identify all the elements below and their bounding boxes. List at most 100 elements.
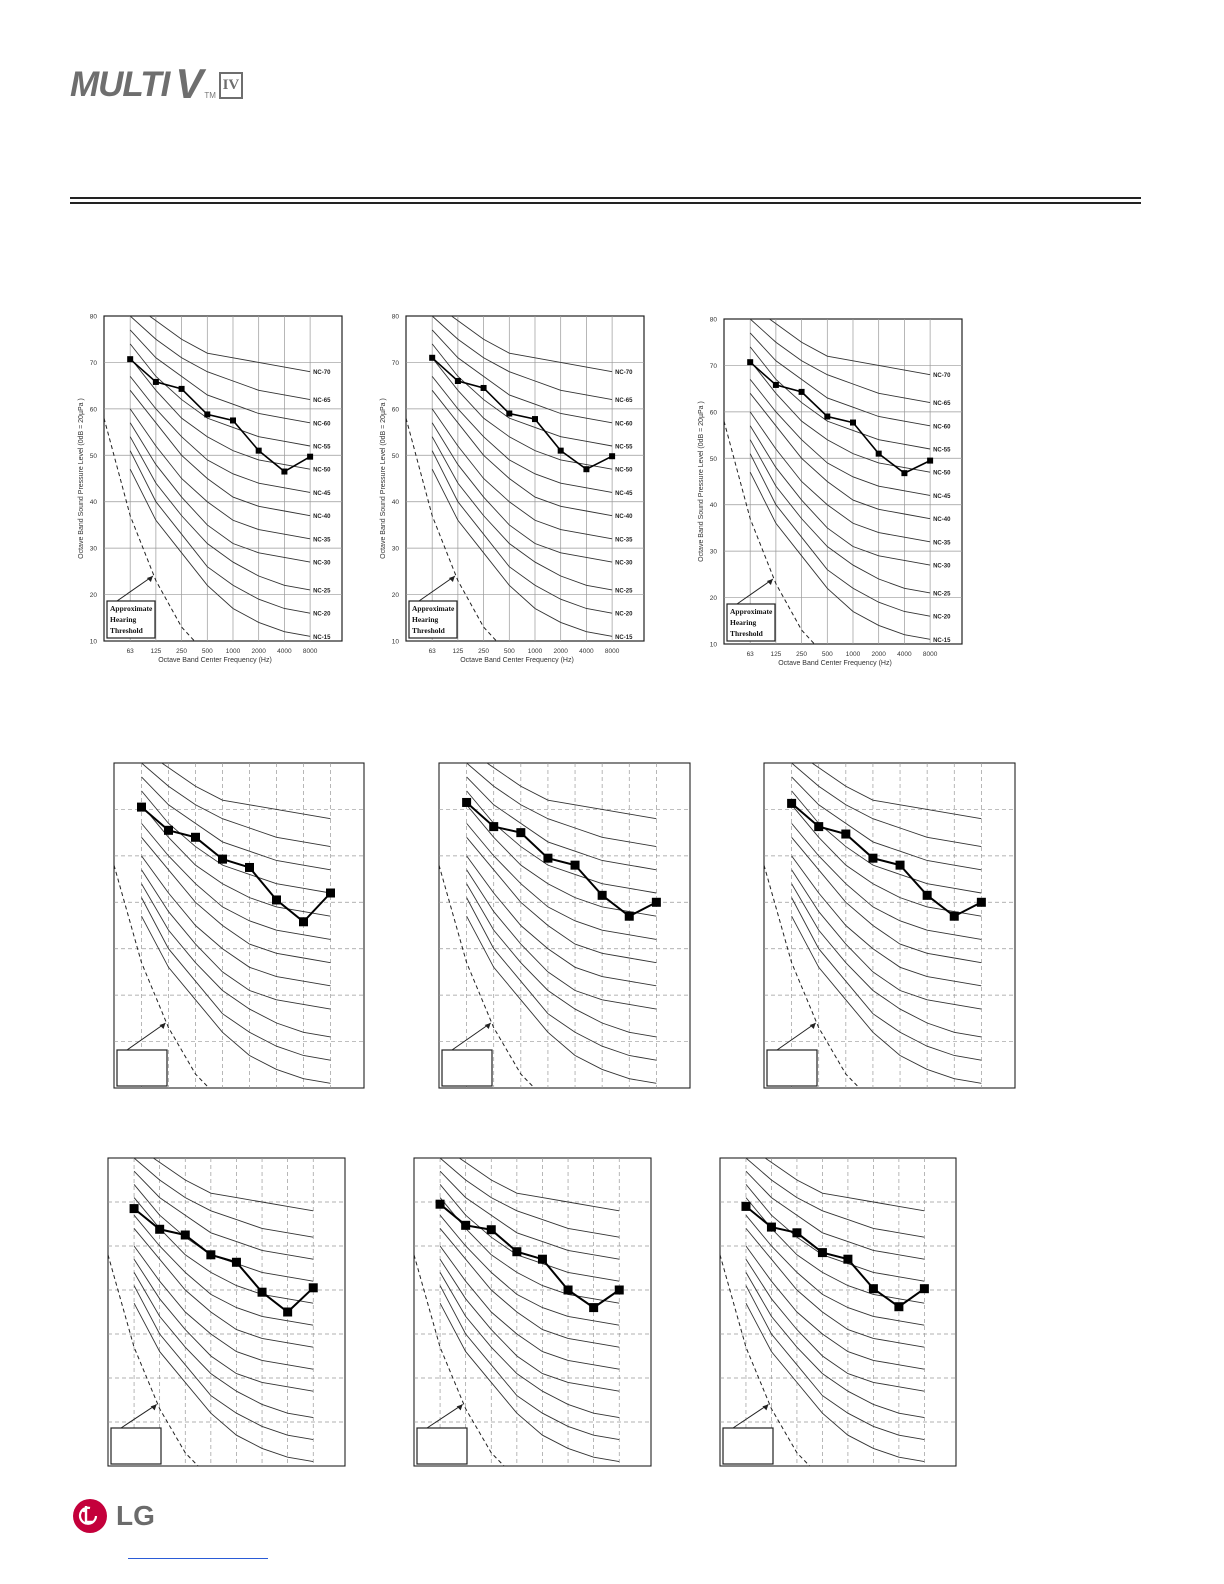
nc-curve-label: NC-50 [313,468,331,474]
data-point-marker [307,453,314,460]
multi-v-logo: MULTI V TM IV [70,62,243,105]
nc-curve-40 [749,393,931,520]
nc-chart-3: Approximate Hearing Threshold 10 20 30 40 50 60 7… [698,317,963,667]
x-tick-label: 125 [770,651,781,658]
threshold-arrow [120,1403,157,1429]
sound-level-line [749,361,931,475]
nc-curve-40 [133,1228,314,1348]
data-point-marker [454,378,461,384]
x-tick-label: 1000 [226,648,241,655]
nc-curve-35 [745,1245,925,1370]
nc-curve-40 [745,1228,925,1348]
data-point-marker [204,411,211,418]
nc-curve-70 [148,316,311,373]
nc-curve-15 [749,472,931,640]
data-point-marker [583,466,590,473]
data-point-marker [245,862,254,872]
threshold-label-box [766,1049,818,1087]
header-rule-bottom [70,202,1141,204]
y-tick-label: 20 [90,592,98,599]
nc-curve-30 [431,422,613,563]
x-tick-label: 63 [127,648,135,655]
lg-logo: LG [72,1498,155,1534]
data-point-marker [308,1283,318,1293]
nc-chart-7 [107,1157,346,1467]
nc-curve-40 [439,1228,620,1348]
y-tick-label: 80 [710,317,718,324]
threshold-label-line: Approximate [730,607,773,616]
nc-curve-label: NC-45 [615,491,633,497]
nc-curve-label: NC-30 [313,561,331,567]
nc-curve-label: NC-65 [933,401,951,407]
logo-tm-mark: TM [204,91,216,100]
data-point-marker [218,854,227,864]
data-point-marker [489,822,499,832]
nc-curve-40 [129,390,311,517]
y-axis-label: Octave Band Sound Pressure Level (0dB = … [698,401,705,562]
nc-curve-40 [431,390,613,517]
x-tick-label: 2000 [251,648,266,655]
nc-curves [414,1158,620,1466]
x-tick-label: 8000 [303,648,318,655]
nc-curve-label: NC-15 [313,635,331,641]
nc-curve-45 [431,376,613,493]
nc-curve-70 [811,763,982,820]
nc-curve-35 [431,408,613,540]
nc-curve-20 [439,1285,620,1441]
nc-curve-label: NC-45 [933,494,951,500]
nc-curve-25 [466,883,657,1038]
nc-curve-70 [768,319,931,376]
nc-curve-55 [439,1184,620,1282]
nc-curve-25 [749,439,931,594]
nc-chart-9 [719,1157,957,1467]
data-point-marker [895,860,905,870]
data-point-marker [180,1230,190,1240]
y-tick-label: 20 [710,595,718,602]
nc-curve-25 [791,883,982,1038]
threshold-arrow [732,1403,769,1429]
y-tick-label: 10 [392,639,400,646]
data-point-marker [824,413,831,420]
y-tick-label: 30 [90,546,98,553]
threshold-arrow [776,1022,817,1051]
nc-curve-50 [439,1197,620,1304]
nc-chart-1: Approximate Hearing Threshold 10 20 30 40 50 60 7… [78,314,343,664]
nc-curve-label: NC-55 [313,445,331,451]
nc-chart-4 [113,762,365,1089]
threshold-label-line: Approximate [110,604,153,613]
y-tick-label: 30 [710,549,718,556]
threshold-label-box [110,1427,162,1465]
nc-curve-45 [466,823,657,940]
data-point-marker [651,897,661,907]
nc-curve-15 [141,916,331,1084]
nc-curve-label: NC-60 [313,421,331,427]
data-point-marker [798,388,805,395]
x-tick-label: 8000 [605,648,620,655]
threshold-arrow [451,1022,492,1051]
nc-curve-65 [466,763,657,848]
nc-curve-label: NC-60 [615,421,633,427]
data-point-marker [894,1302,904,1312]
nc-curve-25 [431,436,613,591]
nc-curve-label: NC-35 [933,540,951,546]
nc-curve-15 [439,1302,620,1463]
nc-curve-25 [133,1272,314,1419]
x-tick-label: 1000 [846,651,861,658]
nc-curve-60 [141,776,331,871]
nc-curve-20 [791,897,982,1061]
nc-curve-65 [133,1158,314,1238]
data-point-marker [137,802,146,812]
data-point-marker [429,354,436,361]
nc-curve-60 [439,1170,620,1260]
threshold-label-line: Hearing [110,615,136,624]
nc-curves [720,1158,925,1466]
data-point-marker [901,470,908,477]
nc-chart-5 [438,762,691,1089]
threshold-label-line: Threshold [730,629,764,638]
data-point-marker [919,1284,929,1294]
sound-level-line [790,802,982,918]
nc-curves [114,763,331,1088]
nc-curve-label: NC-25 [313,588,331,594]
data-point-marker [281,468,288,475]
footer-link-underline[interactable] [128,1558,268,1559]
